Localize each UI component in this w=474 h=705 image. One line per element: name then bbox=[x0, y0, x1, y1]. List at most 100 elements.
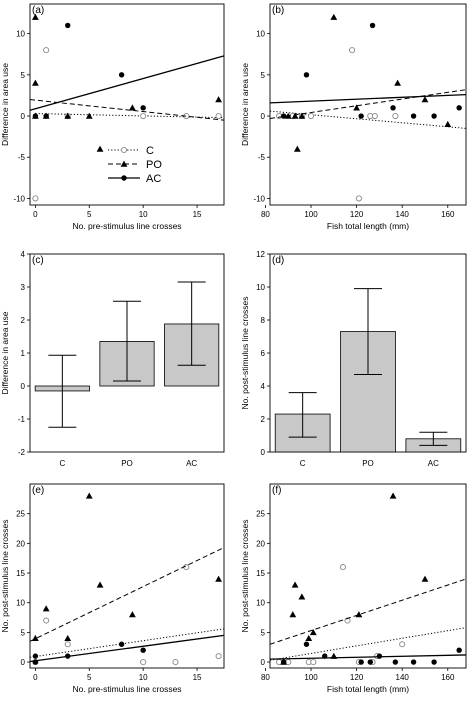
y-tick-label: 15 bbox=[16, 569, 25, 578]
x-tick-label: 0 bbox=[33, 210, 38, 219]
point-po bbox=[85, 492, 93, 499]
y-tick-label: 10 bbox=[256, 283, 265, 292]
y-tick-label: 4 bbox=[261, 382, 266, 391]
x-axis-label-f: Fish total length (mm) bbox=[327, 684, 409, 694]
x-tick-label: 10 bbox=[139, 210, 148, 219]
point-po bbox=[96, 581, 104, 588]
y-tick-label: 0 bbox=[21, 112, 26, 121]
point-po bbox=[293, 145, 301, 152]
point-po bbox=[215, 96, 223, 103]
panel-a: (a) -10 -5 0 5 10 Difference in area use 0 5 10 15… bbox=[0, 3, 225, 231]
point-ac bbox=[32, 653, 39, 659]
x-tick-label: 160 bbox=[441, 210, 455, 219]
legend-label-ac: AC bbox=[146, 173, 161, 185]
point-ac bbox=[392, 659, 399, 665]
y-tick-label: -2 bbox=[18, 448, 26, 457]
x-tick-label: 140 bbox=[396, 210, 410, 219]
legend-marker-c bbox=[120, 146, 128, 154]
y-tick-label: 10 bbox=[256, 30, 265, 39]
point-c bbox=[348, 47, 356, 54]
fit-line-ac bbox=[269, 93, 467, 104]
fit-line-ac bbox=[29, 55, 225, 111]
fit-line-po bbox=[269, 89, 467, 119]
point-po bbox=[298, 112, 306, 119]
legend-marker-ac bbox=[121, 175, 127, 181]
point-po bbox=[215, 575, 223, 582]
y-tick-label: 5 bbox=[261, 628, 266, 637]
category-label-ac: AC bbox=[428, 459, 439, 468]
panel-f: (f) 0 5 10 15 20 25 No. post-stimulus line cros… bbox=[240, 483, 467, 694]
y-tick-label: 8 bbox=[261, 316, 266, 325]
point-po bbox=[31, 634, 39, 642]
legend-marker-po bbox=[120, 160, 128, 167]
point-c bbox=[215, 653, 222, 660]
point-ac bbox=[140, 105, 146, 111]
category-label-po: PO bbox=[121, 459, 133, 468]
point-c bbox=[276, 112, 283, 120]
point-po bbox=[85, 112, 93, 119]
y-tick-label: 25 bbox=[16, 510, 25, 519]
point-po bbox=[96, 145, 104, 152]
point-c bbox=[172, 659, 179, 666]
x-tick-label: 120 bbox=[350, 210, 364, 219]
x-tick-label: 15 bbox=[193, 673, 202, 682]
y-tick-label: 0 bbox=[261, 112, 266, 121]
panel-label-b: (b) bbox=[272, 5, 284, 16]
y-tick-label: 6 bbox=[261, 349, 266, 358]
point-po bbox=[421, 575, 429, 582]
legend: C PO AC bbox=[108, 145, 162, 185]
fit-line-po bbox=[29, 99, 225, 121]
point-ac bbox=[456, 105, 462, 111]
y-tick-label: 12 bbox=[256, 250, 265, 259]
panel-e: (e) 0 5 10 15 20 25 No. post-stimulus line cros… bbox=[0, 483, 225, 694]
y-tick-label: 20 bbox=[16, 539, 25, 548]
point-ac bbox=[32, 113, 39, 119]
y-axis-label-a: Difference in area use bbox=[0, 63, 10, 146]
point-ac bbox=[43, 113, 49, 119]
point-po bbox=[128, 104, 136, 111]
point-c bbox=[64, 641, 71, 648]
panel-label-c: (c) bbox=[32, 255, 44, 266]
point-ac bbox=[456, 647, 462, 653]
plot-frame bbox=[29, 483, 225, 669]
point-ac bbox=[410, 659, 417, 665]
point-po bbox=[355, 611, 363, 618]
point-ac bbox=[376, 653, 383, 659]
point-po bbox=[389, 492, 397, 499]
x-tick-label: 0 bbox=[33, 673, 38, 682]
x-tick-label: 5 bbox=[87, 673, 92, 682]
y-tick-label: 25 bbox=[256, 510, 265, 519]
point-c bbox=[43, 617, 50, 624]
y-tick-label: 10 bbox=[16, 30, 25, 39]
y-axis-label-d: No. post-stimulus line crosses bbox=[240, 297, 250, 410]
point-ac bbox=[32, 659, 39, 665]
point-po bbox=[42, 605, 50, 612]
plot-frame bbox=[269, 3, 467, 206]
fit-line-po bbox=[269, 578, 467, 645]
fit-line-ac bbox=[29, 634, 225, 663]
panel-c: (c) -2 -1 0 1 2 3 4 Difference in area use C PO AC bbox=[0, 250, 225, 468]
point-po bbox=[298, 593, 306, 600]
point-ac bbox=[303, 641, 310, 647]
point-po bbox=[284, 112, 292, 119]
y-tick-label: 5 bbox=[21, 628, 26, 637]
x-tick-label: 80 bbox=[261, 210, 270, 219]
y-tick-label: 10 bbox=[256, 599, 265, 608]
y-tick-label: 20 bbox=[256, 539, 265, 548]
point-ac bbox=[65, 653, 71, 659]
y-tick-label: 4 bbox=[21, 250, 26, 259]
plot-frame bbox=[29, 3, 225, 206]
legend-label-c: C bbox=[146, 145, 154, 157]
point-po bbox=[289, 611, 297, 618]
x-axis-label-e: No. pre-stimulus line crosses bbox=[72, 684, 181, 694]
point-c bbox=[310, 659, 317, 666]
point-po bbox=[291, 112, 299, 119]
x-tick-label: 160 bbox=[441, 673, 455, 682]
panel-label-e: (e) bbox=[32, 485, 44, 496]
point-po bbox=[444, 120, 452, 127]
y-tick-label: -10 bbox=[13, 194, 25, 203]
point-c bbox=[355, 195, 362, 202]
y-tick-label: 5 bbox=[21, 71, 26, 80]
x-tick-label: 15 bbox=[193, 210, 202, 219]
